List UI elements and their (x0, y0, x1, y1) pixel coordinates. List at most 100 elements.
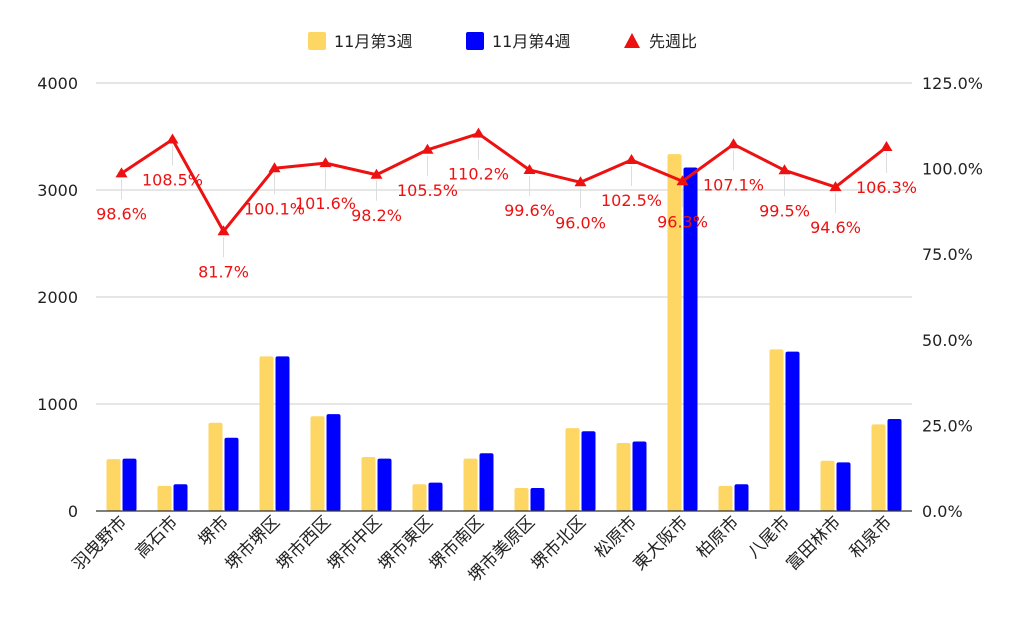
legend-label: 11月第4週 (492, 32, 571, 51)
bar-week4 (683, 167, 698, 511)
bar-week4 (377, 458, 392, 511)
ratio-marker (778, 164, 791, 175)
bar-week4 (479, 453, 494, 511)
ratio-data-label: 101.6% (295, 194, 356, 213)
bar-week3 (616, 443, 631, 511)
right-tick-label: 125.0% (922, 74, 983, 93)
bar-week4 (836, 462, 851, 511)
bar-week4 (428, 482, 443, 511)
bar-week4 (581, 431, 596, 511)
ratio-data-label: 102.5% (601, 191, 662, 210)
category-label: 八尾市 (744, 512, 794, 562)
ratio-marker (319, 157, 332, 168)
bar-week3 (310, 416, 325, 511)
left-tick-label: 1000 (37, 395, 78, 414)
right-tick-label: 0.0% (922, 502, 963, 521)
bar-week3 (667, 154, 682, 511)
ratio-line (115, 127, 893, 236)
category-label: 高石市 (132, 512, 182, 562)
legend-label: 先週比 (649, 32, 697, 51)
bar-week3 (361, 456, 376, 511)
data-labels: 98.6%108.5%81.7%100.1%101.6%98.2%105.5%1… (96, 139, 917, 281)
left-tick-label: 3000 (37, 181, 78, 200)
ratio-marker (472, 127, 485, 138)
right-axis-ticks: 0.0% 25.0% 50.0% 75.0% 100.0% 125.0% (922, 74, 983, 521)
bar-week3 (463, 458, 478, 511)
bar-week3 (718, 485, 733, 511)
ratio-marker (268, 162, 281, 173)
category-label: 羽曳野市 (69, 512, 131, 574)
bars (106, 154, 902, 511)
left-tick-label: 0 (68, 502, 78, 521)
ratio-data-label: 106.3% (856, 178, 917, 197)
bar-week3 (820, 460, 835, 511)
bar-week4 (326, 414, 341, 511)
category-label: 松原市 (591, 512, 641, 562)
bar-week3 (769, 349, 784, 511)
bar-week3 (871, 424, 886, 511)
category-label: 堺市堺区 (222, 512, 284, 574)
ratio-data-label: 99.6% (504, 201, 555, 220)
ratio-marker (166, 133, 179, 144)
ratio-marker (574, 176, 587, 187)
ratio-data-label: 108.5% (142, 170, 203, 189)
category-label: 堺市西区 (273, 512, 335, 574)
left-tick-label: 2000 (37, 288, 78, 307)
ratio-data-label: 81.7% (198, 262, 249, 281)
ratio-data-label: 105.5% (397, 181, 458, 200)
ratio-data-label: 94.6% (810, 218, 861, 237)
category-label: 東大阪市 (630, 512, 692, 574)
ratio-marker (727, 138, 740, 149)
ratio-marker (115, 167, 128, 178)
bar-week4 (224, 437, 239, 511)
right-tick-label: 50.0% (922, 331, 973, 350)
bar-week4 (122, 458, 137, 511)
bar-week3 (208, 422, 223, 511)
bar-week3 (157, 485, 172, 511)
legend-swatch (624, 33, 640, 48)
bar-week4 (275, 356, 290, 511)
ratio-data-label: 100.1% (244, 199, 305, 218)
ratio-marker (625, 154, 638, 165)
category-label: 和泉市 (846, 512, 896, 562)
bar-week4 (734, 484, 749, 511)
right-tick-label: 100.0% (922, 160, 983, 179)
ratio-data-label: 98.2% (351, 206, 402, 225)
category-label: 堺市北区 (528, 512, 590, 574)
ratio-data-label: 98.6% (96, 204, 147, 223)
ratio-marker (523, 163, 536, 174)
legend-label: 11月第3週 (334, 32, 413, 51)
ratio-marker (421, 143, 434, 154)
ratio-line-path (120, 132, 888, 233)
ratio-data-label: 110.2% (448, 165, 509, 184)
bar-week4 (632, 441, 647, 511)
ratio-data-label: 96.0% (555, 213, 606, 232)
legend-swatch (466, 32, 484, 50)
ratio-data-label: 107.1% (703, 175, 764, 194)
bar-week3 (412, 484, 427, 511)
category-label: 堺市 (195, 512, 233, 550)
category-label: 堺市中区 (324, 512, 386, 574)
bar-week3 (259, 356, 274, 511)
bar-week4 (530, 487, 545, 511)
bar-week4 (785, 351, 800, 511)
bar-week3 (106, 459, 121, 511)
ratio-data-label: 96.3% (657, 212, 708, 231)
category-label: 柏原市 (693, 512, 743, 562)
bar-week3 (514, 487, 529, 511)
ratio-marker (676, 175, 689, 186)
category-label: 富田林市 (783, 512, 845, 574)
bar-week4 (887, 418, 902, 511)
right-tick-label: 25.0% (922, 416, 973, 435)
bar-week3 (565, 428, 580, 511)
ratio-marker (217, 225, 230, 236)
category-label: 堺市東区 (375, 512, 437, 574)
ratio-data-label: 99.5% (759, 201, 810, 220)
ratio-marker (370, 168, 383, 179)
legend: 11月第3週 11月第4週 先週比 (308, 32, 697, 51)
left-axis-ticks: 0 1000 2000 3000 4000 (37, 74, 78, 521)
ratio-marker (829, 181, 842, 192)
bar-week4 (173, 484, 188, 511)
